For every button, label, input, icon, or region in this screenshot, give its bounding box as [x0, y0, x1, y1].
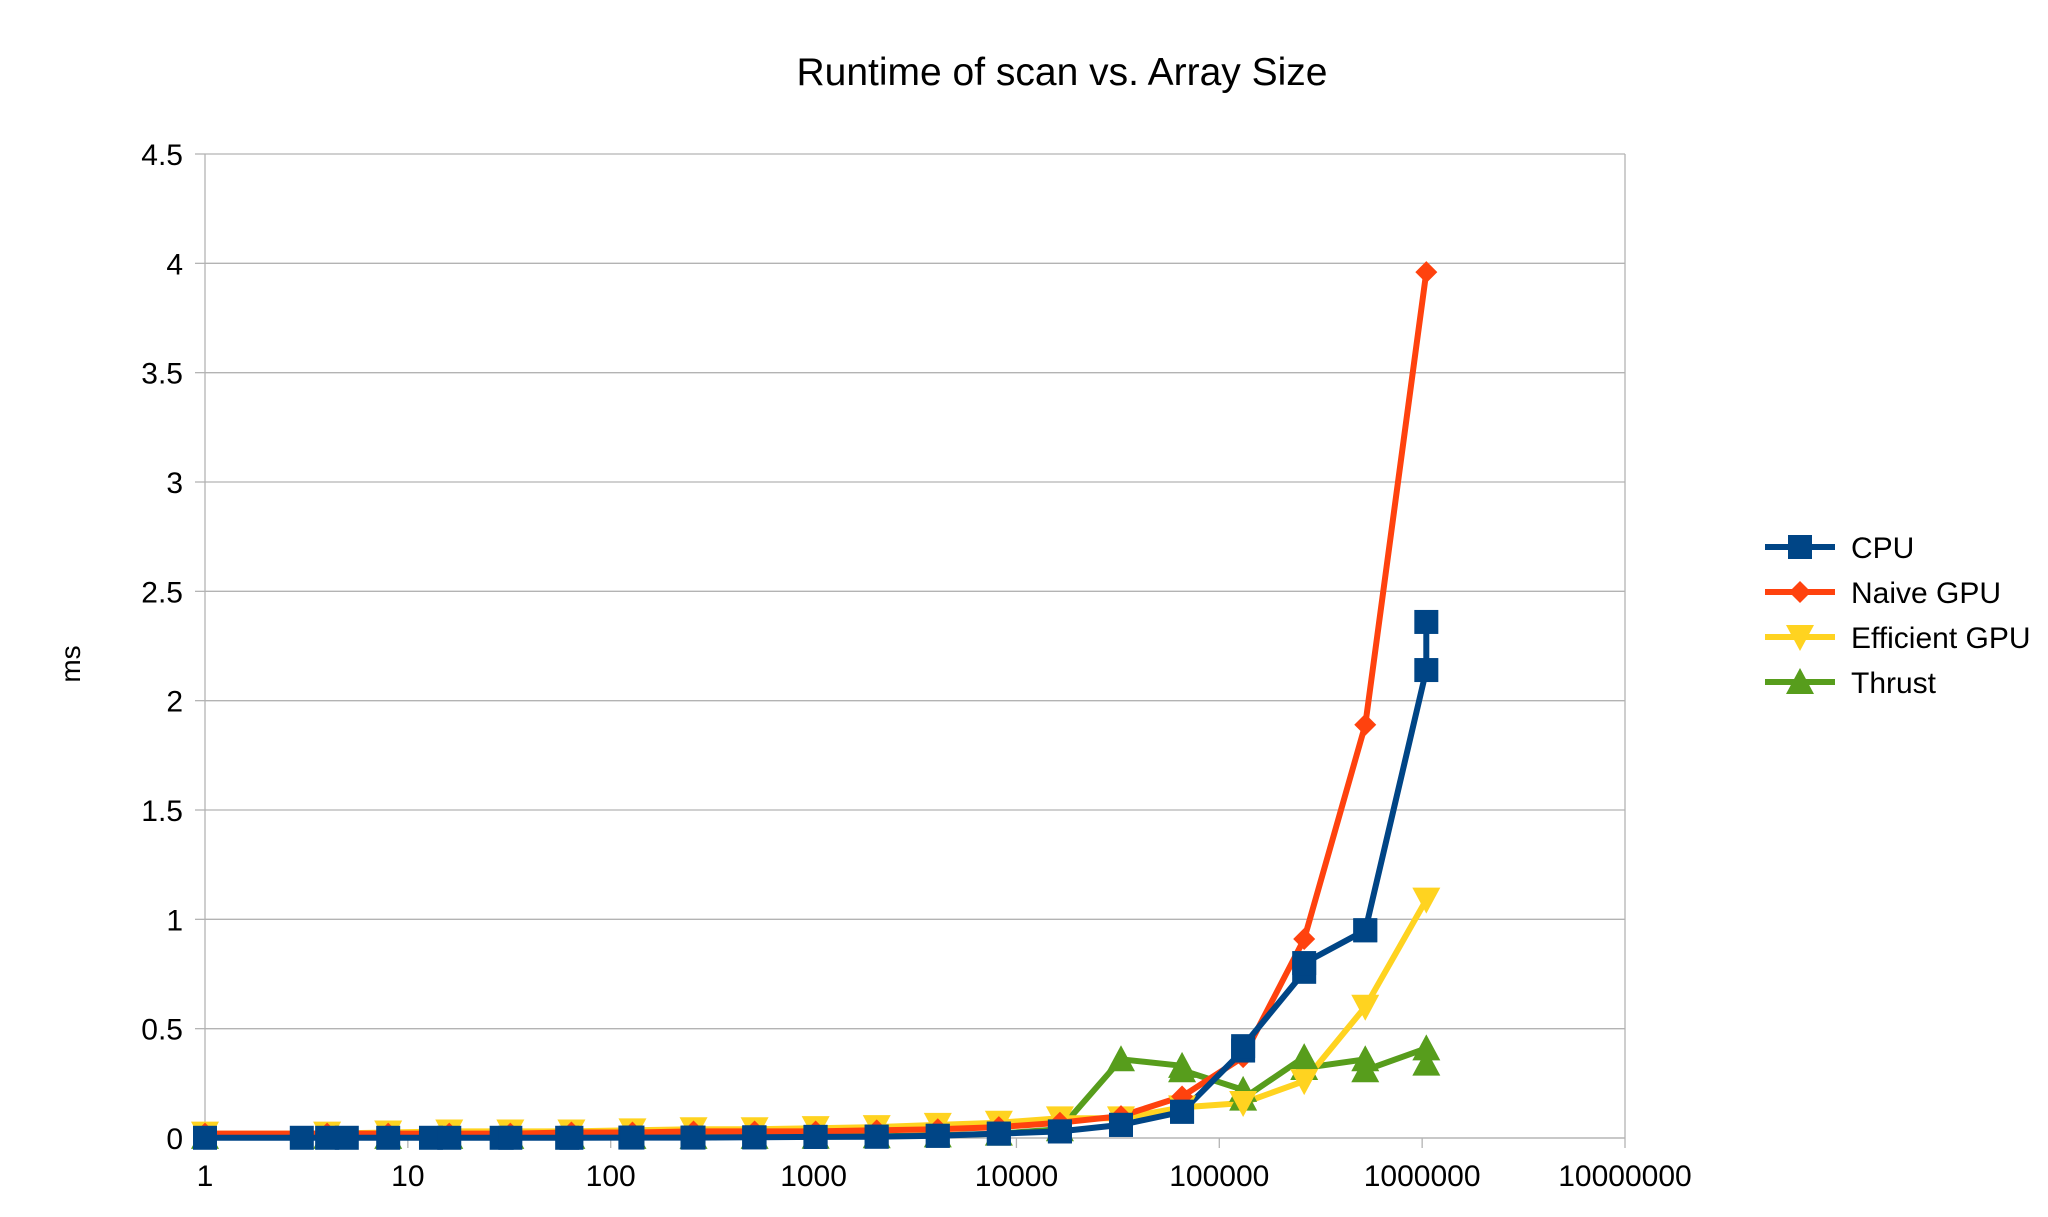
data-point-cpu: [1414, 658, 1439, 683]
data-point-efficient-gpu: [1290, 1069, 1319, 1096]
data-point-cpu: [681, 1125, 706, 1150]
series-line-naive-gpu: [202, 269, 1430, 1137]
x-tick-labels: 1 10 100 1000 10000 100000 1000000 10000000: [197, 1160, 1692, 1193]
legend-label-efficient-gpu: Efficient GPU: [1851, 622, 2031, 655]
data-point-cpu: [1170, 1099, 1195, 1124]
series-lines: [202, 269, 1430, 1141]
y-tick-label: 2.5: [141, 576, 183, 609]
axes: [195, 153, 1626, 1148]
y-tick-label: 0.5: [141, 1014, 183, 1047]
legend-item-efficient-gpu: Efficient GPU: [1765, 622, 2031, 655]
x-tick-label: 100000: [1169, 1160, 1269, 1193]
x-tick-label: 1000000: [1364, 1160, 1481, 1193]
series-markers-naive-gpu: [194, 261, 1438, 1145]
legend-marker-naive-gpu: [1789, 581, 1811, 603]
y-tick-label: 3: [166, 467, 183, 500]
data-point-cpu: [193, 1125, 217, 1150]
gridlines: [205, 153, 1625, 1139]
legend-label-naive-gpu: Naive GPU: [1851, 577, 2001, 610]
legend-item-cpu: CPU: [1765, 532, 1914, 565]
data-point-cpu: [334, 1125, 359, 1150]
x-tick-label: 10000000: [1558, 1160, 1691, 1193]
data-point-cpu: [864, 1124, 889, 1149]
data-point-cpu: [742, 1125, 767, 1150]
y-tick-labels: 0 0.5 1 1.5 2 2.5 3 3.5 4 4.5: [141, 139, 183, 1156]
data-point-efficient-gpu: [1351, 994, 1380, 1021]
data-point-cpu: [559, 1125, 584, 1150]
legend-item-thrust: Thrust: [1765, 667, 1937, 700]
data-point-cpu: [376, 1125, 401, 1150]
y-tick-label: 2: [166, 686, 183, 719]
data-point-efficient-gpu: [1412, 887, 1441, 914]
series-markers-cpu: [193, 609, 1439, 1150]
data-point-naive-gpu: [1354, 713, 1377, 736]
y-tick-label: 4.5: [141, 139, 183, 172]
data-point-efficient-gpu: [1229, 1091, 1258, 1118]
data-point-cpu: [1292, 951, 1317, 976]
data-point-thrust: [1106, 1045, 1135, 1072]
legend-marker-thrust: [1786, 668, 1814, 694]
y-tick-label: 4: [166, 248, 183, 281]
data-point-thrust: [1412, 1049, 1441, 1076]
y-tick-label: 0: [166, 1123, 183, 1156]
x-tick-label: 1: [197, 1160, 214, 1193]
data-point-thrust: [1168, 1056, 1197, 1083]
x-tick-label: 10000: [975, 1160, 1058, 1193]
legend-marker-cpu: [1788, 535, 1812, 559]
data-point-cpu: [1414, 609, 1439, 634]
legend-label-thrust: Thrust: [1851, 667, 1937, 700]
data-point-cpu: [289, 1125, 314, 1150]
chart-title: Runtime of scan vs. Array Size: [796, 51, 1327, 94]
legend-item-naive-gpu: Naive GPU: [1765, 577, 2001, 610]
x-tick-label: 100: [586, 1160, 636, 1193]
y-tick-label: 3.5: [141, 358, 183, 391]
data-point-cpu: [1047, 1119, 1072, 1144]
y-tick-label: 1.5: [141, 795, 183, 828]
y-axis-label: ms: [55, 645, 86, 682]
data-point-cpu: [620, 1125, 645, 1150]
data-point-cpu: [986, 1121, 1011, 1146]
y-tick-label: 1: [166, 904, 183, 937]
data-point-naive-gpu: [1293, 928, 1316, 951]
data-point-cpu: [437, 1125, 462, 1150]
data-point-thrust: [1351, 1056, 1380, 1083]
legend: CPU Naive GPU Efficient GPU Thrust: [1765, 532, 2031, 700]
legend-label-cpu: CPU: [1851, 532, 1914, 565]
x-tick-label: 10: [391, 1160, 424, 1193]
data-point-naive-gpu: [1415, 261, 1438, 284]
data-point-cpu: [925, 1123, 950, 1148]
data-point-cpu: [1231, 1034, 1256, 1059]
data-point-cpu: [803, 1124, 828, 1149]
data-point-cpu: [498, 1125, 523, 1150]
data-point-thrust: [1412, 1034, 1441, 1061]
x-tick-label: 1000: [780, 1160, 847, 1193]
series-markers: [191, 261, 1441, 1150]
data-point-cpu: [1353, 918, 1378, 943]
data-point-cpu: [1108, 1112, 1133, 1137]
legend-marker-efficient-gpu: [1786, 625, 1814, 651]
